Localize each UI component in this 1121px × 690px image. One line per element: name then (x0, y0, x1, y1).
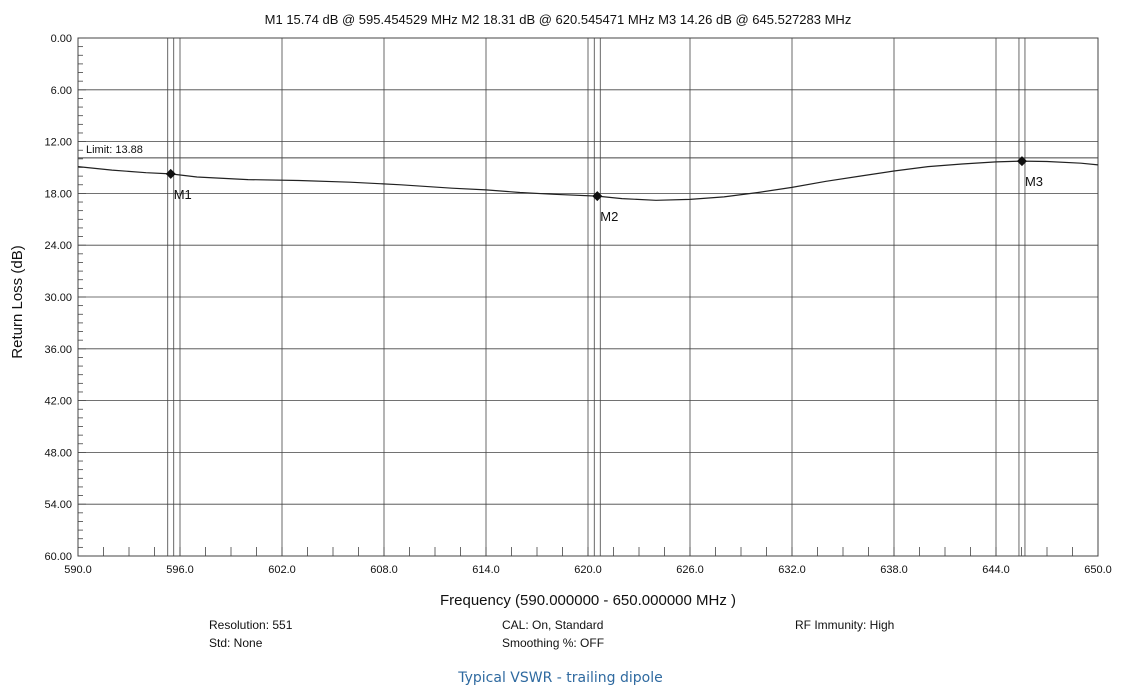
marker-diamond (1016, 156, 1027, 167)
y-tick-label: 24.00 (44, 240, 72, 252)
x-tick-label: 638.0 (880, 564, 908, 576)
x-tick-label: 596.0 (166, 564, 194, 576)
figure-caption: Typical VSWR - trailing dipole (458, 670, 663, 686)
y-tick-label: 60.00 (44, 551, 72, 563)
limit-line-layer: Limit: 13.88 (78, 144, 1098, 159)
smoothing-text: Smoothing %: OFF (502, 636, 605, 650)
y-tick-label: 30.00 (44, 292, 72, 304)
marker-diamond (592, 191, 603, 202)
marker-summary-header: M1 15.74 dB @ 595.454529 MHz M2 18.31 dB… (265, 12, 852, 27)
limit-line-label: Limit: 13.88 (86, 144, 143, 156)
x-tick-label: 608.0 (370, 564, 398, 576)
x-tick-label: 602.0 (268, 564, 296, 576)
marker-diamond (165, 168, 176, 179)
y-tick-label: 48.00 (44, 447, 72, 459)
grid-layer (77, 37, 1099, 557)
rf-immunity-text: RF Immunity: High (795, 618, 895, 632)
trace-layer (77, 160, 1099, 201)
x-tick-label: 650.0 (1084, 564, 1112, 576)
marker-label: M1 (174, 187, 192, 202)
x-tick-label: 620.0 (574, 564, 602, 576)
x-tick-label: 626.0 (676, 564, 704, 576)
y-tick-label: 12.00 (44, 137, 72, 149)
x-tick-label: 590.0 (64, 564, 92, 576)
x-tick-label: 644.0 (982, 564, 1010, 576)
marker-layer: M1 M2 M3 (165, 38, 1043, 556)
y-tick-label: 54.00 (44, 499, 72, 511)
marker-label: M3 (1025, 174, 1043, 189)
axis-layer: 0.00 6.00 12.00 18.00 24.00 30.00 36.00 42.00 48… (44, 33, 1111, 576)
marker-label: M2 (600, 209, 618, 224)
y-tick-label: 6.00 (51, 85, 72, 97)
y-tick-label: 42.00 (44, 396, 72, 408)
std-text: Std: None (209, 636, 263, 650)
y-tick-label: 18.00 (44, 188, 72, 200)
resolution-text: Resolution: 551 (209, 618, 293, 632)
return-loss-trace (77, 160, 1099, 201)
cal-text: CAL: On, Standard (502, 618, 604, 632)
x-tick-label: 632.0 (778, 564, 806, 576)
y-tick-label: 0.00 (51, 33, 72, 45)
y-tick-label: 36.00 (44, 344, 72, 356)
x-axis-label: Frequency (590.000000 - 650.000000 MHz ) (440, 592, 736, 609)
x-tick-label: 614.0 (472, 564, 500, 576)
y-axis-label: Return Loss (dB) (9, 245, 26, 358)
